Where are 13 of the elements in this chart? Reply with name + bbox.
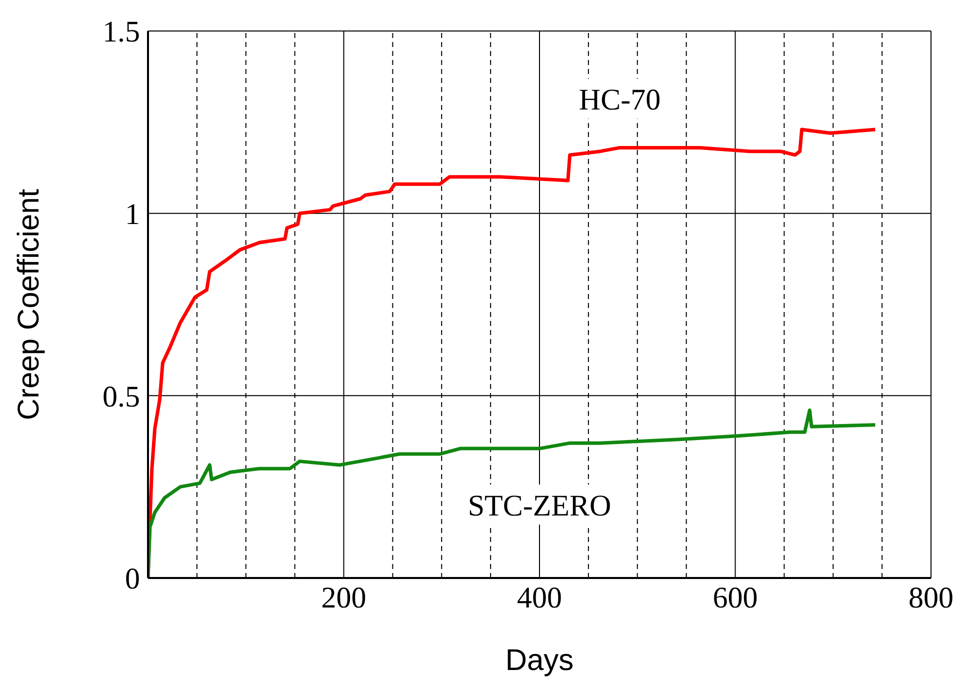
line-series xyxy=(148,408,877,578)
y-tick-label: 1 xyxy=(125,198,140,231)
series-label: HC-70 xyxy=(578,84,661,117)
x-axis-title: Days xyxy=(505,644,574,677)
x-tick-label: 400 xyxy=(517,581,562,614)
y-tick-label: 0 xyxy=(125,562,140,596)
y-tick-label: 0.5 xyxy=(102,380,140,414)
x-tick-label: 600 xyxy=(712,581,758,614)
y-axis-title: Creep Coefficient xyxy=(12,188,46,420)
x-tick-label: 200 xyxy=(321,581,366,614)
series-label: STC-ZERO xyxy=(468,489,612,522)
x-tick-label: 800 xyxy=(908,581,954,614)
y-tick-label: 1.5 xyxy=(102,16,140,49)
